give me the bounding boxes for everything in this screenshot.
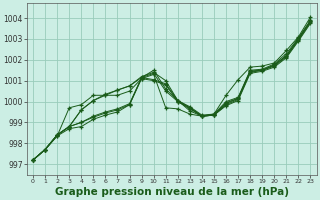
X-axis label: Graphe pression niveau de la mer (hPa): Graphe pression niveau de la mer (hPa) [55,187,289,197]
